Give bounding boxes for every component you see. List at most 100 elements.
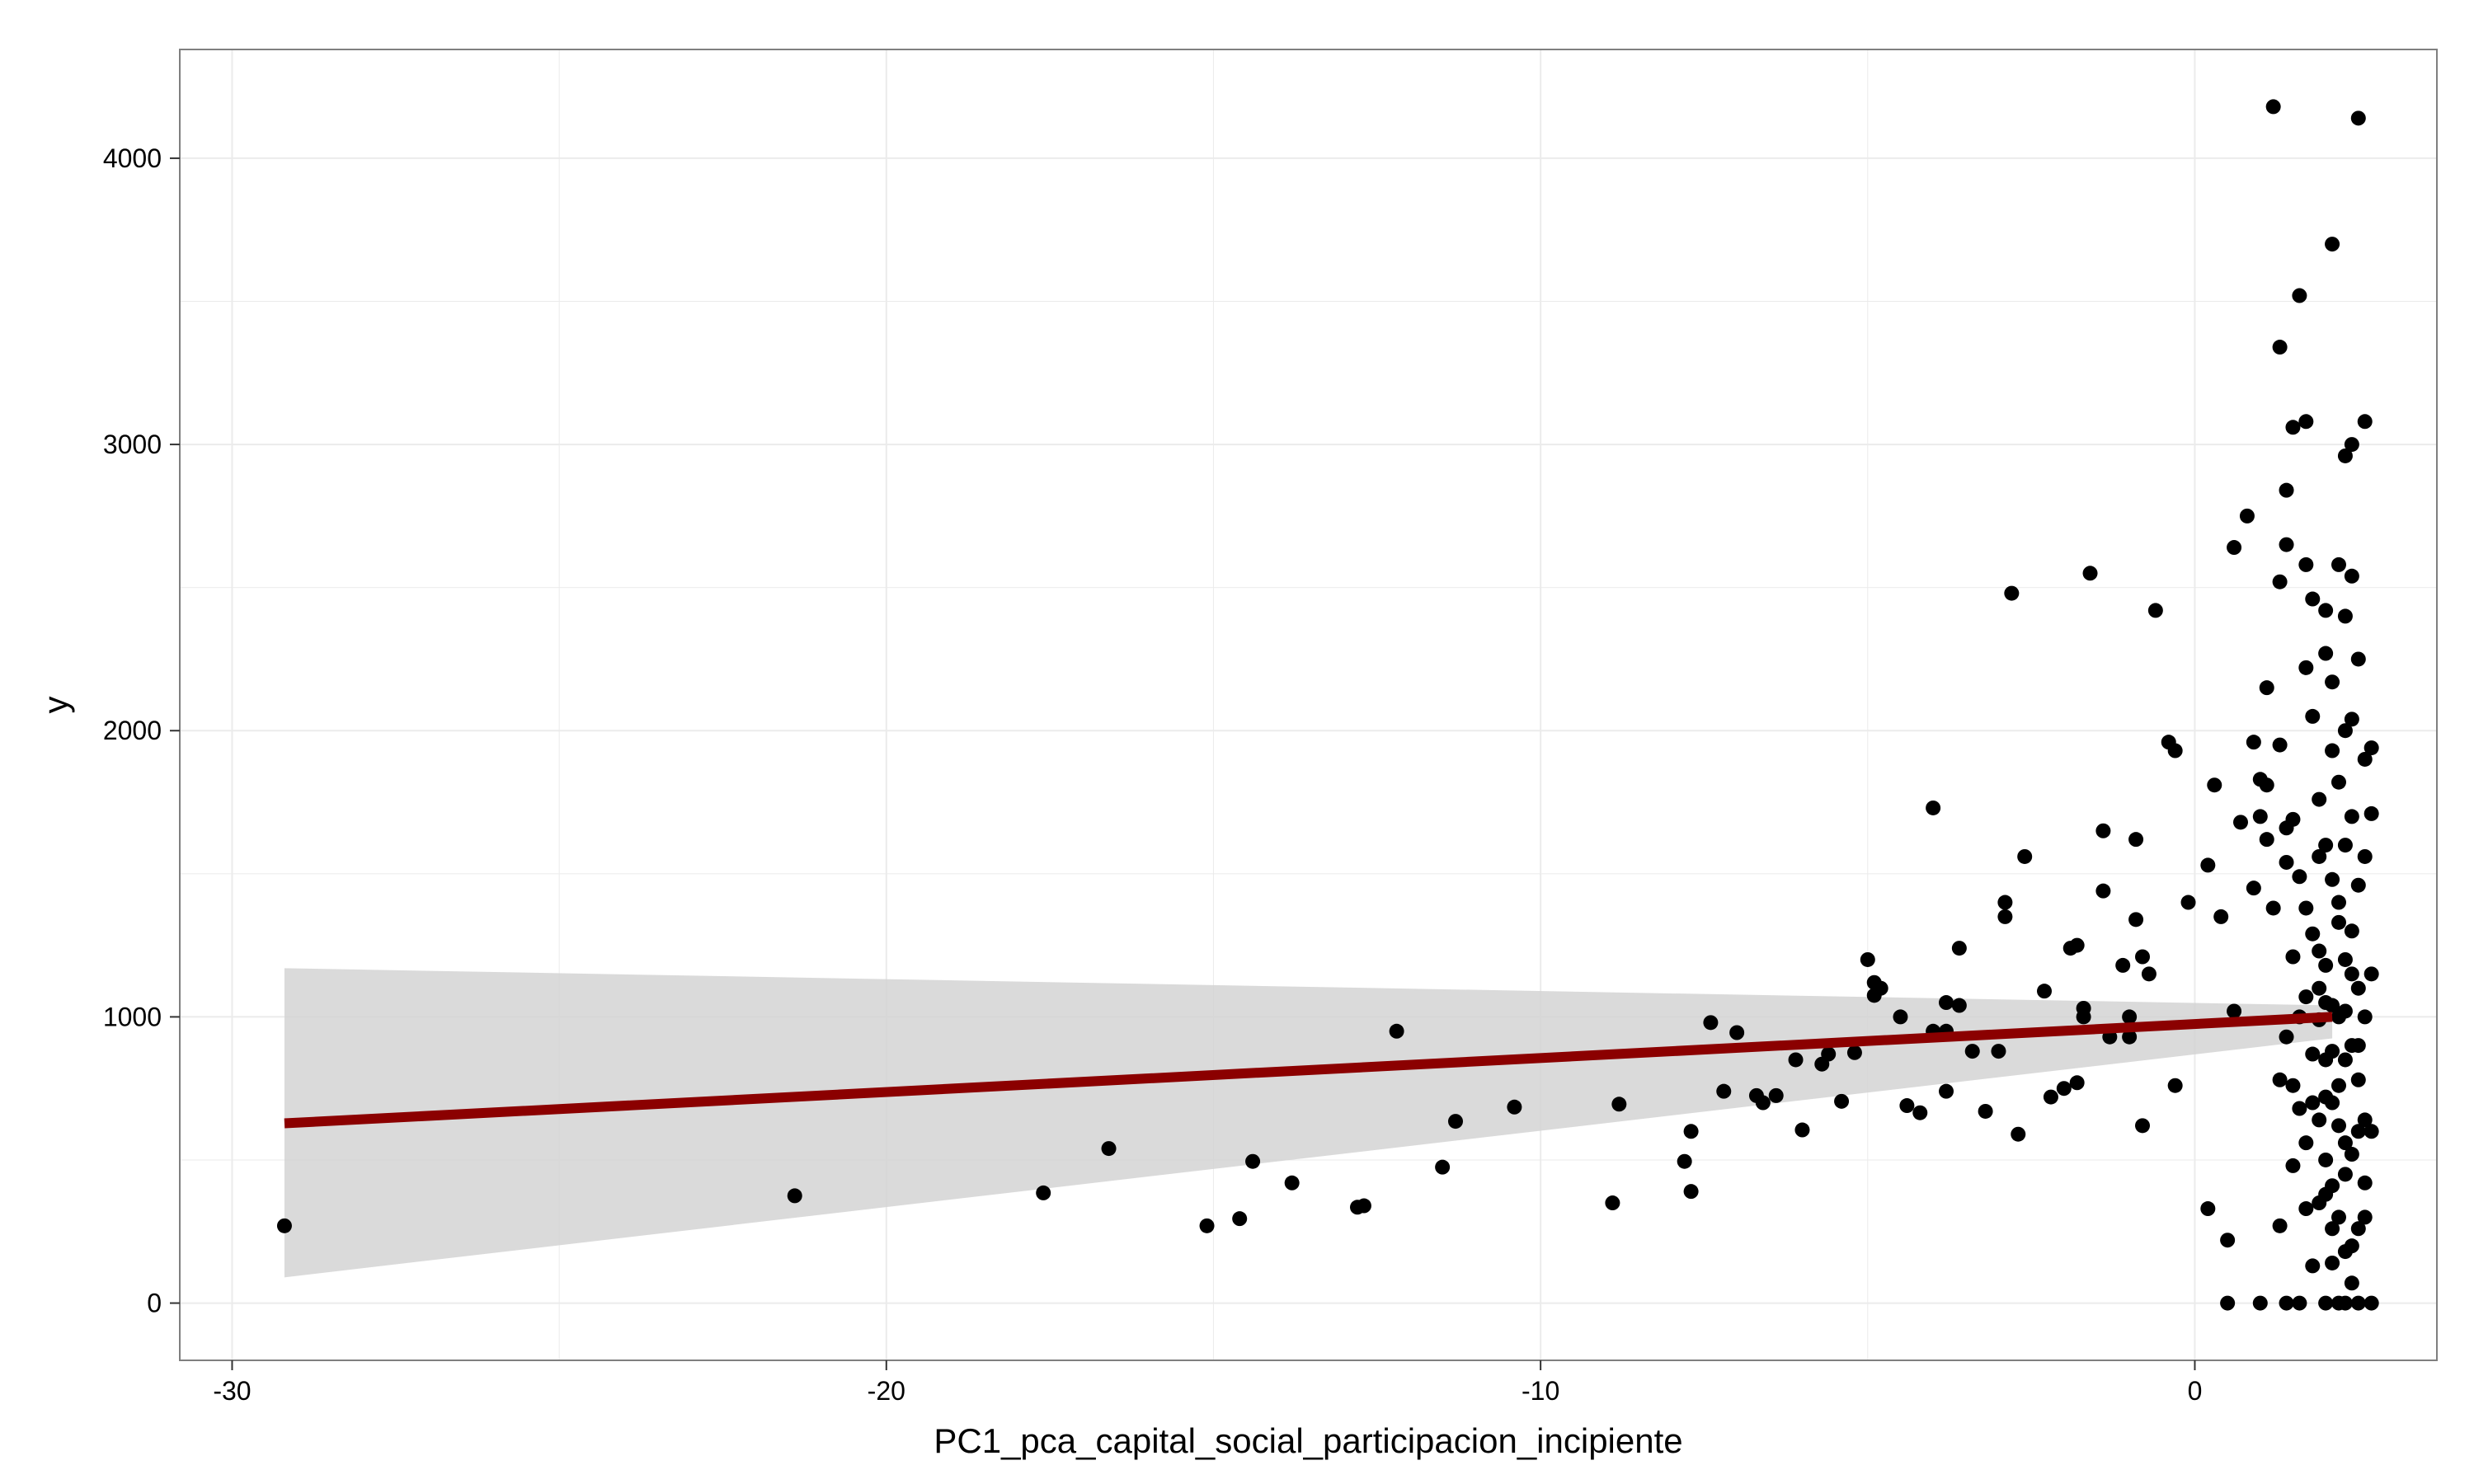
data-point bbox=[1435, 1159, 1451, 1175]
data-point bbox=[1912, 1105, 1928, 1120]
data-point bbox=[2259, 832, 2274, 848]
data-point bbox=[2337, 1003, 2353, 1019]
data-point bbox=[1611, 1097, 1627, 1112]
data-point bbox=[1997, 909, 2013, 924]
data-point bbox=[2318, 1152, 2334, 1167]
data-point bbox=[2285, 811, 2301, 827]
data-point bbox=[2252, 1295, 2268, 1311]
data-point bbox=[2272, 1072, 2288, 1087]
data-point bbox=[2305, 1095, 2321, 1111]
data-point bbox=[2357, 1009, 2373, 1025]
data-point bbox=[1245, 1153, 1261, 1169]
data-point bbox=[1284, 1175, 1300, 1190]
data-point bbox=[2331, 774, 2346, 790]
data-point bbox=[2331, 1078, 2346, 1093]
data-point bbox=[2056, 1081, 2072, 1097]
data-point bbox=[2011, 1126, 2026, 1142]
data-point bbox=[2272, 737, 2288, 753]
data-point bbox=[276, 1218, 292, 1233]
data-point bbox=[2259, 680, 2274, 696]
data-point bbox=[2350, 1221, 2366, 1237]
data-point bbox=[2325, 1255, 2340, 1270]
data-point bbox=[2305, 708, 2321, 724]
data-point bbox=[2213, 909, 2229, 924]
y-tick-label: 1000 bbox=[103, 1002, 162, 1031]
data-point bbox=[787, 1188, 802, 1204]
data-point bbox=[2350, 110, 2366, 126]
data-point bbox=[2292, 1101, 2307, 1116]
data-point bbox=[2312, 980, 2327, 996]
data-point bbox=[2227, 1003, 2242, 1019]
data-point bbox=[2279, 854, 2294, 870]
data-point bbox=[1703, 1015, 1719, 1031]
data-point bbox=[2318, 1295, 2334, 1311]
data-point bbox=[2312, 1112, 2327, 1128]
data-point bbox=[1834, 1093, 1850, 1109]
data-point bbox=[2305, 591, 2321, 607]
data-point bbox=[2246, 881, 2261, 896]
data-point bbox=[2082, 566, 2098, 581]
data-point bbox=[2344, 1275, 2359, 1291]
data-point bbox=[2200, 857, 2216, 873]
data-point bbox=[2017, 848, 2033, 864]
data-point bbox=[2318, 838, 2334, 853]
data-point bbox=[1899, 1098, 1915, 1114]
data-point bbox=[2265, 900, 2281, 916]
data-point bbox=[2180, 895, 2196, 910]
data-point bbox=[2357, 1209, 2373, 1225]
data-point bbox=[1873, 980, 1888, 996]
data-point bbox=[2350, 980, 2366, 996]
data-point bbox=[2128, 912, 2144, 928]
data-point bbox=[1991, 1044, 2006, 1059]
y-tick-label: 3000 bbox=[103, 430, 162, 459]
data-point bbox=[2337, 1295, 2353, 1311]
data-point bbox=[2298, 660, 2314, 675]
data-point bbox=[2325, 1221, 2340, 1237]
data-point bbox=[2331, 914, 2346, 930]
data-point bbox=[2292, 1295, 2307, 1311]
data-point bbox=[2037, 984, 2052, 999]
y-tick-label: 2000 bbox=[103, 716, 162, 745]
data-point bbox=[2298, 414, 2314, 430]
data-point bbox=[1729, 1025, 1745, 1040]
data-point bbox=[2331, 895, 2346, 910]
data-point bbox=[1683, 1124, 1699, 1139]
data-point bbox=[1951, 998, 1967, 1013]
data-point bbox=[2265, 99, 2281, 115]
data-point bbox=[1939, 995, 1954, 1011]
data-point bbox=[2350, 1038, 2366, 1054]
data-point bbox=[2318, 1186, 2334, 1202]
data-point bbox=[1683, 1184, 1699, 1200]
y-axis-title: y bbox=[36, 697, 75, 714]
data-point bbox=[2239, 508, 2255, 524]
data-point bbox=[2292, 288, 2307, 303]
data-point bbox=[1893, 1009, 1908, 1025]
data-point bbox=[1951, 941, 1967, 956]
x-tick-label: -30 bbox=[213, 1376, 251, 1406]
y-tick-label: 0 bbox=[147, 1289, 162, 1318]
x-tick-label: -10 bbox=[1522, 1376, 1559, 1406]
data-point bbox=[2285, 1158, 2301, 1173]
data-point bbox=[2357, 1175, 2373, 1190]
data-point bbox=[2344, 437, 2359, 453]
data-point bbox=[2363, 805, 2379, 821]
data-point bbox=[2325, 871, 2340, 887]
data-point bbox=[2363, 740, 2379, 756]
data-point bbox=[2298, 989, 2314, 1005]
data-point bbox=[1964, 1044, 1980, 1059]
data-point bbox=[2076, 1009, 2091, 1025]
data-point bbox=[2305, 1258, 2321, 1274]
panel-border bbox=[179, 49, 2438, 1361]
data-point bbox=[2337, 838, 2353, 853]
data-point bbox=[1389, 1023, 1404, 1039]
data-point bbox=[2337, 608, 2353, 624]
data-point bbox=[2331, 1209, 2346, 1225]
data-point bbox=[2095, 823, 2111, 838]
data-point bbox=[2272, 340, 2288, 355]
data-point bbox=[2246, 735, 2261, 750]
data-point bbox=[2318, 603, 2334, 618]
data-point bbox=[2004, 585, 2020, 601]
data-point bbox=[2357, 751, 2373, 767]
data-point bbox=[2325, 674, 2340, 690]
